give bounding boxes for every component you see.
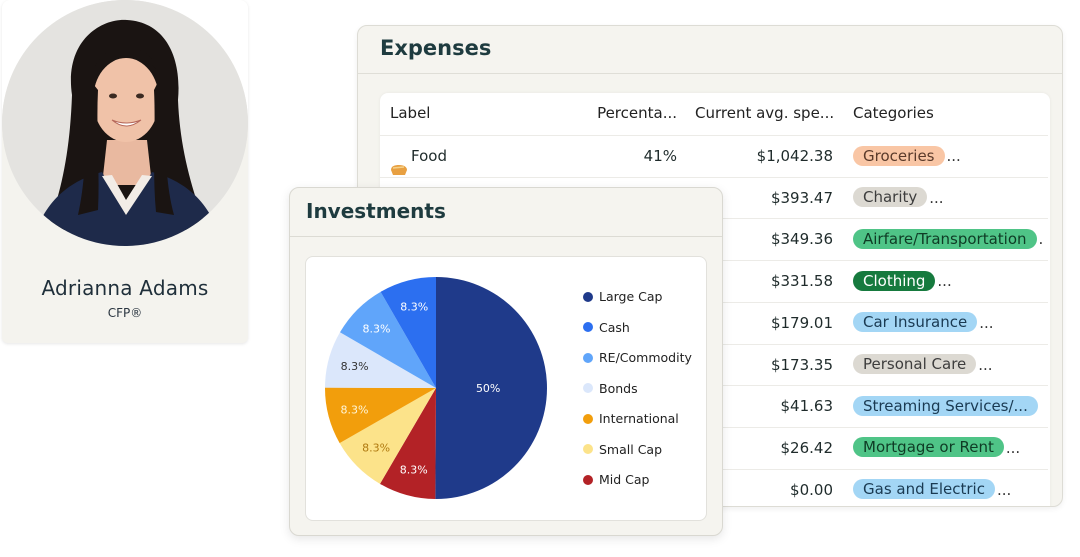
column-header-current-avg-spend[interactable]: Current avg. spe... bbox=[695, 104, 835, 122]
legend-swatch bbox=[583, 383, 593, 393]
legend-label: Small Cap bbox=[599, 441, 663, 457]
legend-label: Mid Cap bbox=[599, 472, 650, 487]
row-avg-spend: $173.35 bbox=[770, 355, 833, 374]
investments-panel: Investments 50% 8.3% 8.3% 8.3% 8.3% 8.3% 8.3% … bbox=[289, 187, 723, 536]
pie-slice-label: 8.3% bbox=[400, 463, 428, 476]
row-categories: Airfare/Transportation. bbox=[853, 219, 1043, 260]
legend-label: Cash bbox=[599, 319, 630, 335]
pie-slice-cash[interactable] bbox=[380, 277, 436, 388]
investments-title: Investments bbox=[306, 199, 446, 223]
row-categories: Streaming Services/... bbox=[853, 386, 1040, 427]
advisor-avatar bbox=[2, 0, 248, 246]
more-categories-ellipsis[interactable]: ... bbox=[979, 313, 994, 332]
row-categories: Mortgage or Rent... bbox=[853, 428, 1020, 469]
row-avg-spend: $349.36 bbox=[770, 230, 833, 249]
column-header-label[interactable]: Label bbox=[390, 104, 431, 122]
more-categories-ellipsis[interactable]: . bbox=[1038, 230, 1044, 249]
legend-swatch bbox=[583, 413, 593, 424]
legend-label: International bbox=[599, 411, 679, 426]
row-avg-spend: $179.01 bbox=[770, 313, 833, 332]
advisor-credential: CFP® bbox=[107, 306, 143, 320]
category-chip[interactable]: Streaming Services/... bbox=[853, 395, 1038, 416]
advisor-name: Adrianna Adams bbox=[41, 276, 209, 300]
pie-slice-label: 8.3% bbox=[400, 301, 428, 314]
pie-slice-mid-cap[interactable] bbox=[379, 388, 436, 499]
row-avg-spend: $26.42 bbox=[780, 438, 834, 457]
category-chip[interactable]: Gas and Electric bbox=[853, 479, 995, 500]
legend-label: RE/Commodity bbox=[599, 350, 692, 365]
expenses-title: Expenses bbox=[380, 36, 492, 60]
column-header-percentage[interactable]: Percenta... bbox=[597, 104, 677, 122]
more-categories-ellipsis[interactable]: ... bbox=[946, 147, 961, 165]
more-categories-ellipsis[interactable]: ... bbox=[929, 188, 944, 207]
legend-item[interactable]: RE/Commodity bbox=[583, 348, 692, 368]
pie-slice-label: 8.3% bbox=[362, 441, 390, 454]
category-chip[interactable]: Personal Care bbox=[853, 354, 977, 374]
table-row[interactable]: Food 41% $1,042.38 Groceries... bbox=[380, 135, 1048, 177]
pie-slice-re-commodity[interactable] bbox=[339, 291, 436, 388]
legend-label: Bonds bbox=[599, 380, 638, 396]
column-header-categories[interactable]: Categories bbox=[853, 104, 934, 122]
category-chip[interactable]: Clothing bbox=[853, 270, 936, 291]
row-categories: Groceries... bbox=[853, 136, 961, 177]
row-avg-spend: $393.47 bbox=[770, 188, 833, 207]
pie-slice-label: 8.3% bbox=[362, 322, 390, 335]
row-avg-spend: $331.58 bbox=[770, 272, 833, 291]
more-categories-ellipsis[interactable]: ... bbox=[978, 355, 993, 374]
pie-slice-bonds[interactable] bbox=[325, 332, 436, 388]
more-categories-ellipsis[interactable]: ... bbox=[1005, 438, 1021, 457]
category-chip[interactable]: Car Insurance bbox=[853, 312, 978, 333]
pie-slice-label: 50% bbox=[476, 382, 500, 395]
bread-icon bbox=[390, 151, 408, 175]
row-categories: Clothing... bbox=[853, 261, 952, 302]
table-row[interactable]: $26.42 Mortgage or Rent... bbox=[380, 426, 1048, 469]
row-categories: Charity... bbox=[853, 178, 944, 219]
category-chip[interactable]: Mortgage or Rent bbox=[853, 437, 1004, 458]
more-categories-ellipsis[interactable]: ... bbox=[996, 480, 1012, 499]
more-categories-ellipsis[interactable]: ... bbox=[937, 272, 952, 291]
legend-swatch bbox=[583, 322, 593, 332]
pie-slice-small-cap[interactable] bbox=[339, 388, 436, 484]
legend-swatch bbox=[583, 352, 593, 363]
table-header-row: Label Percenta... Current avg. spe... Ca… bbox=[380, 93, 1048, 134]
legend-swatch bbox=[583, 291, 593, 302]
table-row[interactable]: $393.47 Charity... bbox=[380, 176, 1048, 219]
legend-item[interactable]: International bbox=[583, 409, 679, 429]
legend-item[interactable]: Mid Cap bbox=[583, 470, 650, 490]
pie-slice-international[interactable] bbox=[325, 387, 436, 444]
legend-swatch bbox=[583, 444, 593, 454]
row-percentage: 41% bbox=[643, 147, 677, 165]
pie-slice-label: 8.3% bbox=[341, 360, 369, 373]
pie-slice-label: 8.3% bbox=[340, 404, 368, 417]
legend-item[interactable]: Cash bbox=[583, 318, 630, 338]
pie-slice-large-cap[interactable] bbox=[435, 277, 547, 499]
advisor-card: Adrianna Adams CFP® bbox=[2, 0, 248, 343]
row-avg-spend: $0.00 bbox=[790, 480, 833, 499]
legend-swatch bbox=[583, 474, 593, 485]
row-categories: Gas and Electric... bbox=[853, 470, 1012, 506]
investments-divider bbox=[290, 236, 722, 237]
row-categories: Personal Care... bbox=[853, 345, 993, 386]
row-categories: Car Insurance... bbox=[853, 303, 994, 344]
category-chip[interactable]: Airfare/Transportation bbox=[853, 228, 1037, 249]
legend-item[interactable]: Small Cap bbox=[583, 440, 662, 460]
legend-item[interactable]: Large Cap bbox=[583, 287, 662, 307]
expenses-divider bbox=[358, 73, 1062, 74]
investments-chart-card: 50% 8.3% 8.3% 8.3% 8.3% 8.3% 8.3% Large Cap Cas… bbox=[305, 256, 707, 521]
allocation-pie-chart: 50% 8.3% 8.3% 8.3% 8.3% 8.3% 8.3% bbox=[325, 277, 547, 499]
legend-item[interactable]: Bonds bbox=[583, 379, 638, 399]
row-avg-spend: $1,042.38 bbox=[756, 147, 833, 165]
row-label-text: Food bbox=[411, 147, 447, 165]
row-label: Food bbox=[390, 136, 447, 177]
row-avg-spend: $41.63 bbox=[780, 397, 834, 416]
legend-label: Large Cap bbox=[599, 289, 663, 304]
category-chip[interactable]: Groceries bbox=[853, 145, 945, 166]
category-chip[interactable]: Charity bbox=[853, 187, 928, 208]
